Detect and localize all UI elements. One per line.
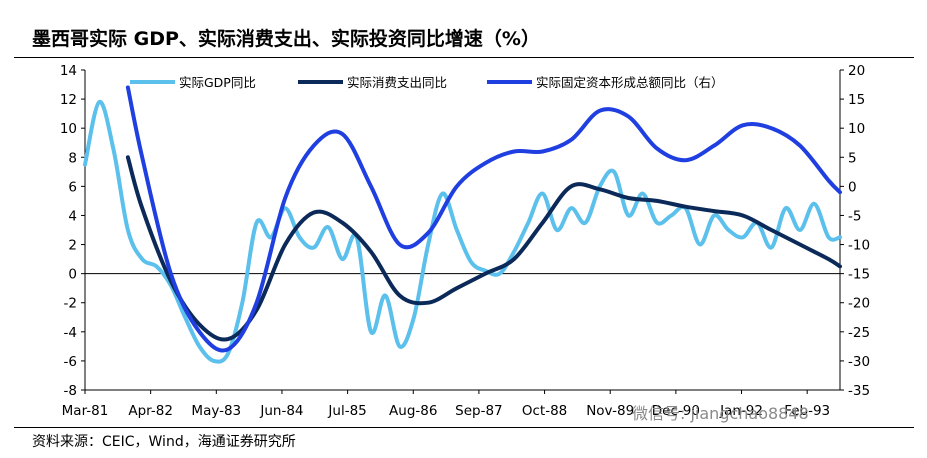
x-tick-label: Sep-87: [455, 403, 503, 419]
x-tick-label: Feb-93: [784, 403, 830, 419]
x-tick-label: Jun-84: [259, 403, 303, 419]
y-right-tick-label: 20: [848, 63, 865, 79]
series-layer: [83, 85, 842, 364]
x-tick-label: Aug-86: [389, 403, 437, 419]
x-tick-label: Jan-92: [719, 403, 763, 419]
y-right-tick-label: -35: [848, 383, 870, 399]
top-rule: [14, 57, 914, 58]
y-right-tick-label: -30: [848, 354, 870, 370]
y-left-tick-label: 4: [68, 208, 77, 224]
y-left-tick-label: 12: [60, 92, 77, 108]
watermark: 微信号: jiangchao8848: [632, 404, 809, 423]
x-tick-label: Dec-90: [652, 403, 700, 419]
investment-series-line: [125, 85, 842, 353]
x-tick-label: Apr-82: [128, 403, 173, 419]
y-right-tick-label: 10: [848, 121, 865, 137]
legend-label-investment: 实际固定资本形成总额同比（右）: [536, 75, 724, 90]
x-tick-label: Mar-81: [62, 403, 109, 419]
y-right-tick-label: -10: [848, 238, 870, 254]
y-right-tick-label: 0: [848, 179, 857, 195]
x-tick-label: Nov-89: [586, 403, 634, 419]
legend-layer: 实际GDP同比 实际消费支出同比 实际固定资本形成总额同比（右）: [130, 75, 724, 90]
bottom-rule: [14, 427, 914, 428]
y-left-tick-label: -4: [64, 325, 77, 341]
y-left-tick-label: -6: [64, 354, 77, 370]
x-tick-label: Oct-88: [522, 403, 567, 419]
y-right-tick-label: -15: [848, 267, 870, 283]
y-right-tick-label: 15: [848, 92, 865, 108]
consumption-series-line: [125, 155, 842, 342]
y-left-tick-label: 14: [60, 63, 77, 79]
legend-label-consumption: 实际消费支出同比: [347, 75, 447, 90]
y-left-tick-label: 10: [60, 121, 77, 137]
y-right-tick-label: -5: [848, 208, 861, 224]
gdp-series-line: [83, 99, 842, 364]
y-left-tick-label: 2: [68, 238, 77, 254]
x-tick-label: May-83: [191, 403, 241, 419]
source-note: 资料来源：CEIC，Wind，海通证券研究所: [32, 434, 296, 450]
chart-title: 墨西哥实际 GDP、实际消费支出、实际投资同比增速（%）: [32, 28, 540, 50]
y-left-tick-label: -2: [64, 296, 77, 312]
x-tick-label: Jul-85: [327, 403, 366, 419]
y-right-tick-label: -25: [848, 325, 870, 341]
y-right-tick-label: 5: [848, 150, 857, 166]
y-left-tick-label: 6: [68, 179, 77, 195]
y-left-tick-label: -8: [64, 383, 77, 399]
axes-layer: -8-6-4-202468101214-35-30-25-20-15-10-50…: [60, 63, 870, 419]
y-right-tick-label: -20: [848, 296, 870, 312]
y-left-tick-label: 8: [68, 150, 77, 166]
y-left-tick-label: 0: [68, 267, 77, 283]
legend-label-gdp: 实际GDP同比: [179, 75, 256, 90]
